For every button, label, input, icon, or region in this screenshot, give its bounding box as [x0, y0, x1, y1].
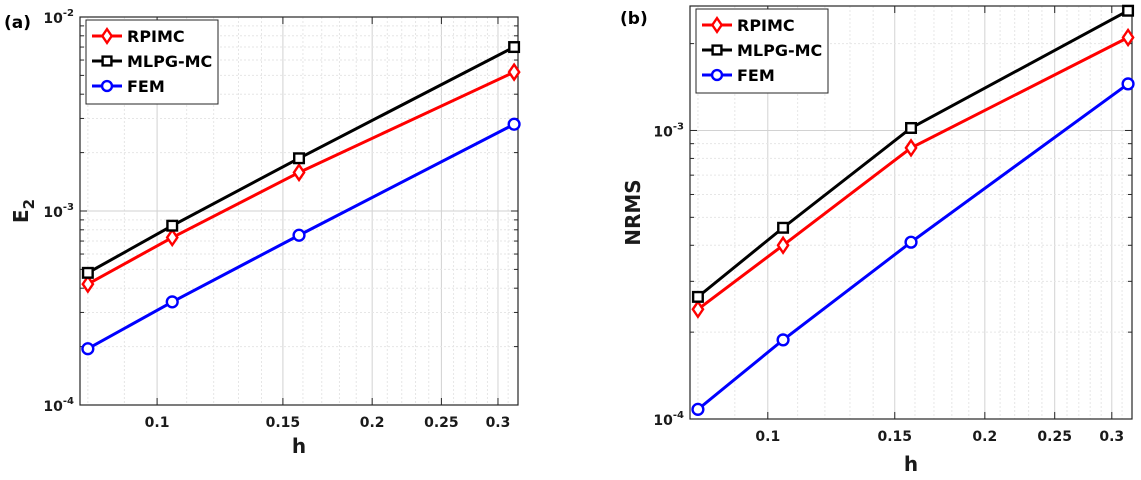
- circle-marker: [710, 68, 724, 82]
- legend-label: MLPG-MC: [127, 52, 212, 71]
- diamond-marker: [165, 227, 179, 248]
- panel-label: (b): [620, 9, 648, 29]
- diamond-marker: [81, 274, 95, 294]
- y-tick-exponent: -4: [63, 396, 74, 407]
- y-tick-label: 10-3: [653, 121, 684, 140]
- tick-marks: [690, 6, 1132, 420]
- circle-marker: [81, 342, 95, 356]
- legend-label: FEM: [737, 66, 775, 85]
- legend: RPIMC MLPG-MC FEM: [85, 19, 219, 105]
- axes-box: [689, 5, 1133, 420]
- x-tick-label: 0.1: [145, 415, 170, 431]
- series-line: [87, 70, 515, 286]
- circle-marker: [165, 295, 179, 309]
- series-mlpg-mc: [81, 41, 521, 279]
- x-tick-label: 0.15: [266, 415, 301, 431]
- series-rpimc: [81, 62, 521, 294]
- legend-label: FEM: [127, 77, 165, 96]
- y-tick-exponent: -3: [673, 121, 684, 132]
- panel-a: 0.1 0.15 0.2 0.25 0.310-410-310-2hE2(a)RPIMC…: [4, 8, 521, 458]
- y-tick-base: 10: [653, 124, 673, 140]
- series-line: [696, 82, 1129, 411]
- series-line: [697, 36, 1129, 311]
- square-marker: [1122, 4, 1135, 17]
- circle-marker: [1121, 77, 1135, 91]
- legend-label: RPIMC: [127, 27, 185, 46]
- series-mlpg-mc: [691, 4, 1135, 303]
- y-tick-exponent: -2: [63, 8, 74, 19]
- y-axis-label-base: E: [9, 209, 33, 223]
- square-marker: [293, 152, 306, 165]
- y-tick-exponent: -3: [63, 202, 74, 213]
- legend-item-mlpg-mc: MLPG-MC: [92, 52, 212, 71]
- x-tick-label: 0.25: [424, 415, 459, 431]
- legend-item-fem: FEM: [92, 77, 165, 96]
- y-tick-label: 10-4: [653, 410, 684, 429]
- x-tick-label: 0.3: [1099, 429, 1124, 445]
- y-axis-label: E2: [9, 199, 38, 223]
- y-tick-base: 10: [653, 413, 673, 429]
- circle-marker: [691, 402, 705, 416]
- legend-item-rpimc: RPIMC: [702, 15, 795, 35]
- circle-marker: [776, 333, 790, 347]
- x-tick-label: 0.25: [1037, 429, 1072, 445]
- square-marker: [905, 121, 918, 134]
- series-line: [696, 9, 1129, 299]
- x-axis-label: h: [904, 452, 918, 476]
- y-axis-label-base: NRMS: [621, 179, 645, 245]
- series-line: [87, 45, 515, 275]
- circle-marker: [100, 79, 114, 93]
- legend: RPIMC MLPG-MC FEM: [695, 8, 829, 94]
- legend-item-rpimc: RPIMC: [92, 26, 185, 46]
- series-rpimc: [691, 27, 1135, 319]
- circle-marker: [507, 117, 521, 131]
- series-line: [87, 122, 515, 351]
- diamond-marker: [691, 299, 705, 319]
- legend-item-fem: FEM: [702, 66, 775, 85]
- x-tick-label: 0.1: [755, 429, 780, 445]
- square-marker: [101, 55, 113, 67]
- tick-marks: [80, 16, 518, 406]
- diamond-marker: [904, 138, 918, 158]
- y-axis-label-subscript: 2: [20, 199, 38, 209]
- square-marker: [508, 41, 521, 54]
- y-axis-label: NRMS: [621, 179, 645, 245]
- legend-item-mlpg-mc: MLPG-MC: [702, 41, 822, 60]
- x-tick-label: 0.2: [360, 415, 385, 431]
- x-axis-label: h: [292, 434, 306, 458]
- y-tick-base: 10: [43, 11, 63, 27]
- diamond-marker: [100, 26, 114, 46]
- x-tick-label: 0.3: [486, 415, 511, 431]
- series-fem: [81, 117, 521, 356]
- square-marker: [711, 44, 723, 56]
- y-tick-label: 10-3: [43, 202, 74, 221]
- diamond-marker: [1121, 27, 1135, 48]
- square-marker: [691, 290, 704, 303]
- legend-label: MLPG-MC: [737, 41, 822, 60]
- x-tick-label: 0.15: [877, 429, 912, 445]
- y-tick-label: 10-4: [43, 396, 74, 415]
- circle-marker: [292, 228, 306, 242]
- square-marker: [81, 266, 94, 279]
- x-tick-label: 0.2: [972, 429, 997, 445]
- diamond-marker: [710, 15, 724, 35]
- diamond-marker: [292, 162, 306, 183]
- square-marker: [166, 219, 179, 232]
- panel-label: (a): [4, 13, 31, 33]
- y-tick-exponent: -4: [673, 410, 684, 421]
- y-tick-base: 10: [43, 399, 63, 415]
- y-tick-label: 10-2: [43, 8, 74, 27]
- circle-marker: [904, 235, 918, 249]
- y-tick-base: 10: [43, 205, 63, 221]
- legend-label: RPIMC: [737, 16, 795, 35]
- series-fem: [691, 77, 1135, 416]
- diamond-marker: [776, 235, 790, 255]
- diamond-marker: [507, 62, 521, 82]
- square-marker: [777, 221, 790, 234]
